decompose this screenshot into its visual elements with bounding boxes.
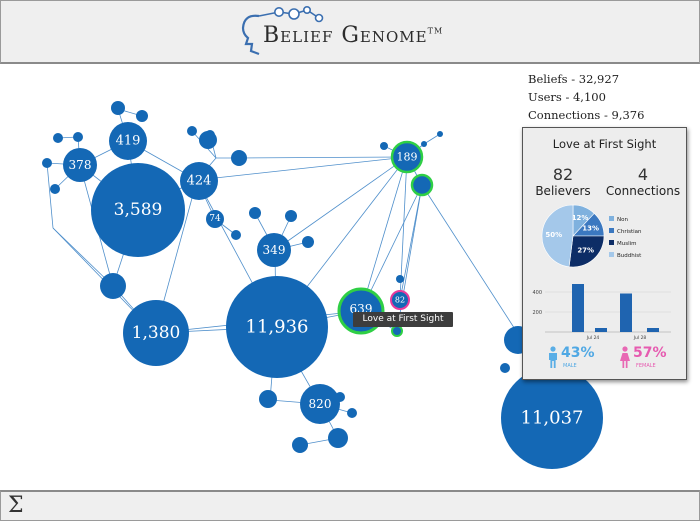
pie-slice-label: 50% [545, 231, 562, 239]
node-label: 11,037 [521, 408, 584, 429]
graph-node-small[interactable] [73, 132, 83, 142]
node-label: 1,380 [132, 323, 181, 343]
male-icon [549, 346, 557, 368]
graph-node-small[interactable] [100, 273, 126, 299]
belief-detail-card: Love at First Sight 82 Believers 4 Conne… [522, 127, 687, 380]
graph-node-189[interactable]: 189 [390, 140, 424, 174]
graph-node-small[interactable] [50, 184, 60, 194]
card-connections-label: Connections [605, 184, 681, 198]
graph-node-small[interactable] [396, 275, 404, 283]
graph-node-small[interactable] [347, 408, 357, 418]
graph-node-3589[interactable]: 3,589 [91, 163, 185, 257]
pie-slice-buddhist [541, 204, 574, 268]
legend-swatch [609, 252, 614, 257]
graph-node-small-highlight[interactable] [391, 325, 403, 337]
network-stats: Beliefs - 32,927 Users - 4,100 Connectio… [528, 70, 644, 124]
graph-node-small[interactable] [292, 437, 308, 453]
bar [595, 328, 607, 332]
sigma-icon[interactable]: Σ [8, 493, 24, 518]
legend-swatch [609, 228, 614, 233]
node-label: 74 [209, 214, 221, 224]
node-label: 820 [309, 397, 332, 411]
node-label: 189 [397, 151, 418, 164]
religion-pie-chart: 12% 13% 27% 50% Non Christian Muslim Buddhist [541, 204, 642, 268]
node-label: 424 [187, 174, 212, 189]
legend-label: Christian [617, 229, 642, 235]
graph-node-349[interactable]: 349 [257, 233, 291, 267]
graph-node-small[interactable] [136, 110, 148, 122]
graph-node-82[interactable]: 82 [390, 290, 410, 310]
y-tick-label: 400 [532, 290, 542, 296]
app-header: Belief GenomeTM [0, 0, 700, 64]
graph-node-small[interactable] [380, 142, 388, 150]
legend-label: Buddhist [617, 253, 642, 259]
graph-node-small-highlight[interactable] [410, 173, 434, 197]
node-tooltip: Love at First Sight [353, 312, 453, 327]
node-label: 349 [263, 243, 286, 257]
bar [647, 328, 659, 332]
female-label: FEMALE [636, 363, 656, 369]
bar [572, 284, 584, 332]
graph-node-small[interactable] [53, 133, 63, 143]
node-label: 3,589 [114, 200, 163, 220]
users-count: Users - 4,100 [528, 90, 606, 104]
node-label: 82 [395, 296, 405, 305]
believers-label: Believers [535, 184, 591, 198]
app-footer: Σ [0, 490, 700, 521]
male-percent: 43% [561, 345, 595, 361]
pie-slice-label: 13% [582, 224, 599, 232]
pie-slice-label: 12% [572, 214, 589, 222]
graph-node-small[interactable] [42, 158, 52, 168]
card-title: Love at First Sight [552, 137, 657, 151]
connections-count: Connections - 9,376 [528, 108, 645, 122]
graph-node-74[interactable]: 74 [206, 210, 224, 228]
bar [620, 293, 632, 332]
graph-node-small[interactable] [421, 141, 427, 147]
graph-node-small[interactable] [259, 390, 277, 408]
believers-bar-chart: 400 200 Jul 24 Jul 28 [532, 284, 671, 341]
graph-node-small[interactable] [111, 101, 125, 115]
node-label: 11,936 [246, 317, 309, 338]
graph-node-small[interactable] [231, 230, 241, 240]
x-tick-label: Jul 24 [586, 335, 600, 341]
pie-slice-muslim [568, 235, 605, 268]
graph-nodes[interactable]: 419 378 3,589 424 74 349 1,380 11,936 63… [42, 101, 603, 469]
graph-node-small[interactable] [302, 236, 314, 248]
trademark: TM [427, 26, 444, 36]
graph-node-419[interactable]: 419 [109, 122, 147, 160]
graph-node-small[interactable] [437, 131, 443, 137]
card-connections-count: 4 [637, 165, 649, 184]
brand-wordmark[interactable]: Belief GenomeTM [263, 23, 443, 48]
graph-node-1380[interactable]: 1,380 [123, 300, 189, 366]
graph-node-424[interactable]: 424 [180, 162, 218, 200]
graph-node-11037[interactable]: 11,037 [501, 367, 603, 469]
graph-node-820[interactable]: 820 [300, 384, 340, 424]
node-label: 378 [69, 158, 92, 172]
graph-node-small[interactable] [199, 131, 217, 149]
graph-node-11936[interactable]: 11,936 [226, 276, 328, 378]
x-tick-label: Jul 28 [633, 335, 647, 341]
legend-label: Muslim [617, 241, 637, 247]
node-label: 419 [116, 134, 141, 149]
legend-swatch [609, 216, 614, 221]
graph-node-small[interactable] [285, 210, 297, 222]
female-percent: 57% [633, 345, 667, 361]
brand-name: Belief Genome [263, 23, 428, 48]
graph-node-small[interactable] [187, 126, 197, 136]
brain-network-logo-icon [241, 5, 324, 56]
graph-node-small[interactable] [249, 207, 261, 219]
graph-node-small[interactable] [500, 363, 510, 373]
female-icon [620, 346, 630, 368]
legend-swatch [609, 240, 614, 245]
male-label: MALE [563, 363, 577, 369]
graph-node-small[interactable] [231, 150, 247, 166]
graph-node-378[interactable]: 378 [63, 148, 97, 182]
beliefs-count: Beliefs - 32,927 [528, 72, 620, 86]
pie-slice-label: 27% [577, 246, 594, 254]
believers-count: 82 [552, 165, 574, 184]
graph-node-small[interactable] [328, 428, 348, 448]
y-tick-label: 200 [532, 310, 542, 316]
legend-label: Non [617, 217, 628, 223]
